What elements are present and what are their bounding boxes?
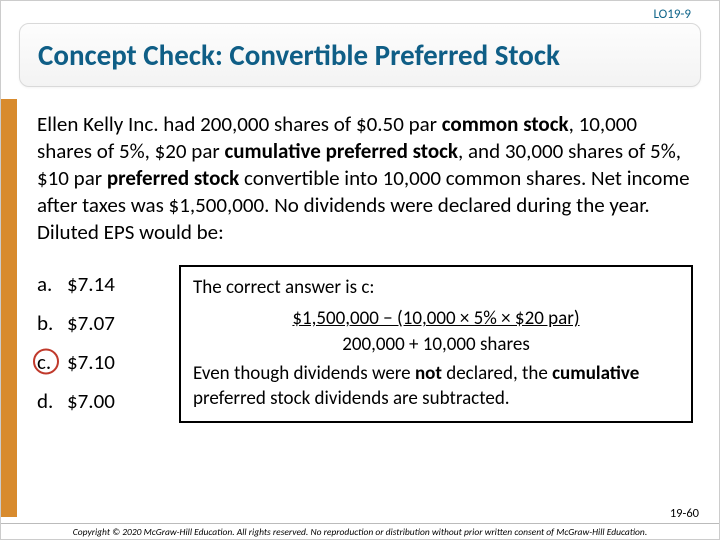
answer-denominator: 200,000 + 10,000 shares [193,332,679,357]
option-letter: c. [37,343,59,382]
option-d: d. $7.00 [37,382,165,421]
stem-bold-preferred: preferred stock [107,165,239,191]
left-accent-bar [1,99,17,517]
option-c: c. $7.10 [37,343,165,382]
option-value: $7.14 [67,265,115,304]
option-value: $7.10 [67,343,115,382]
slide: LO19-9 Concept Check: Convertible Prefer… [0,0,720,540]
option-b: b. $7.07 [37,304,165,343]
option-value: $7.00 [67,382,115,421]
expl-text: Even though dividends were [193,362,415,385]
answer-explanation: Even though dividends were not declared,… [193,361,679,411]
options-row: a. $7.14 b. $7.07 c. $7.10 d. $7.00 [37,265,693,422]
correct-circle-icon [33,349,59,375]
expl-text: preferred stock dividends are subtracted… [193,387,510,410]
option-letter: d. [37,382,59,421]
stem-bold-common: common stock [442,111,569,137]
expl-bold-not: not [415,362,442,385]
expl-text: declared, the [442,362,552,385]
answer-box: The correct answer is c: $1,500,000 − (1… [179,265,693,422]
stem-text: Ellen Kelly Inc. had 200,000 shares of $… [37,111,442,137]
learning-objective-tag: LO19-9 [653,7,691,22]
answer-numerator: $1,500,000 − (10,000 × 5% × $20 par) [193,306,679,331]
option-letter: a. [37,265,59,304]
slide-title: Concept Check: Convertible Preferred Sto… [38,37,560,73]
question-stem: Ellen Kelly Inc. had 200,000 shares of $… [37,111,693,245]
copyright-footer: Copyright © 2020 McGraw-Hill Education. … [1,523,719,538]
expl-bold-cumulative: cumulative [552,362,639,385]
stem-bold-cumulative: cumulative preferred stock [224,138,458,164]
slide-number: 19-60 [670,506,699,521]
option-letter: b. [37,304,59,343]
answer-lead: The correct answer is c: [193,275,679,300]
title-bar: Concept Check: Convertible Preferred Sto… [19,23,701,87]
body: Ellen Kelly Inc. had 200,000 shares of $… [37,111,693,505]
options-list: a. $7.14 b. $7.07 c. $7.10 d. $7.00 [37,265,165,422]
option-a: a. $7.14 [37,265,165,304]
option-value: $7.07 [67,304,115,343]
